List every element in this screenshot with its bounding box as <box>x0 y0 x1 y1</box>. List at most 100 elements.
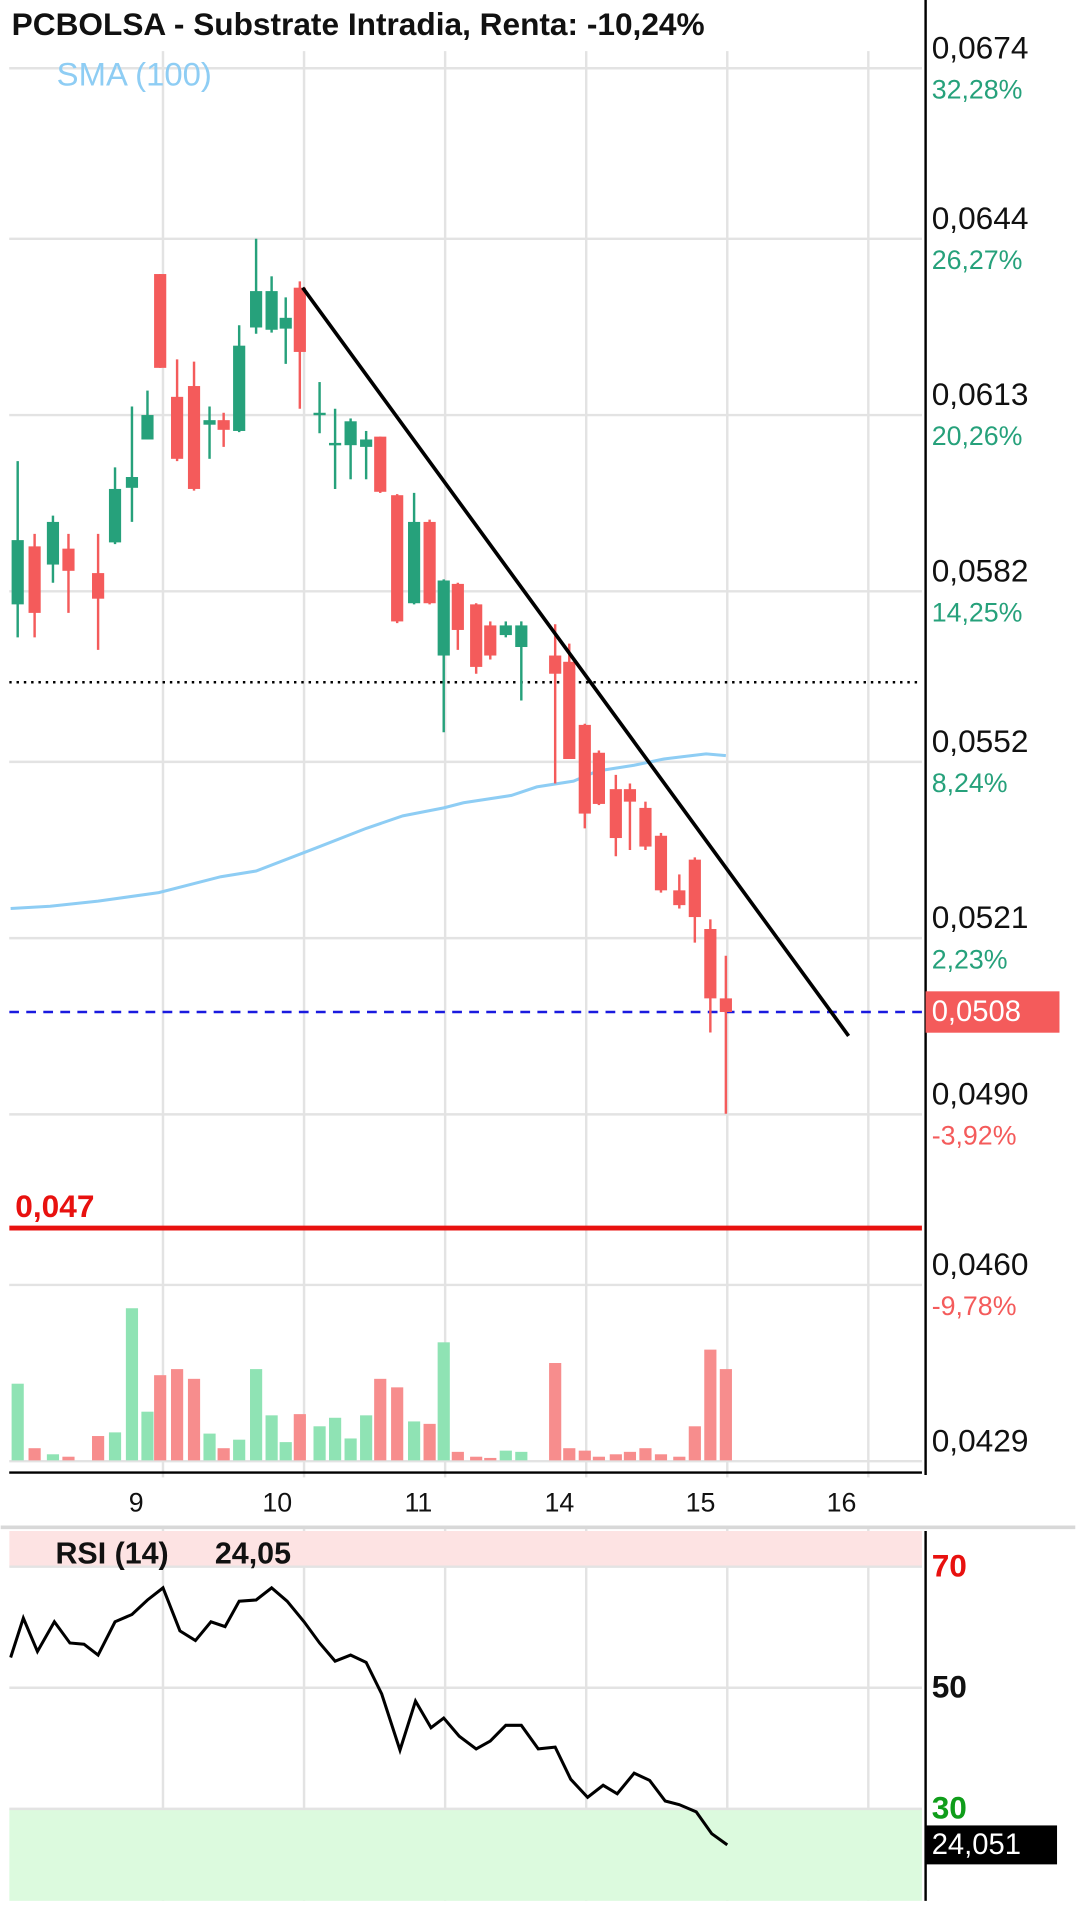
y-tick-label: 0,0552 <box>932 723 1029 759</box>
candle-body <box>688 859 701 918</box>
price-tag-label: 0,0508 <box>932 996 1021 1028</box>
x-tick-label: 10 <box>262 1487 292 1517</box>
legend-entry: SMA (100) <box>57 55 212 92</box>
chart-title: PCBOLSA - Substrate Intradia, Renta: -10… <box>12 6 705 42</box>
x-tick-label: 15 <box>686 1487 716 1517</box>
volume-bar <box>62 1456 75 1461</box>
x-tick-label: 9 <box>129 1487 144 1517</box>
candle-body <box>92 573 105 599</box>
volume-bar <box>28 1448 41 1461</box>
candle-body <box>329 442 342 446</box>
volume-bar <box>171 1369 184 1461</box>
volume-bar <box>374 1378 387 1461</box>
volume-bar <box>437 1342 450 1461</box>
candle-body <box>141 415 154 440</box>
volume-bar <box>329 1417 342 1461</box>
candle-body <box>344 421 357 446</box>
volume-bar <box>470 1456 483 1461</box>
candle-body <box>125 477 139 488</box>
volume-bar <box>187 1378 201 1461</box>
candle-body <box>250 291 263 328</box>
price-grid <box>9 0 922 1901</box>
volume-bar <box>578 1450 591 1461</box>
volume-bar <box>250 1369 263 1461</box>
rsi-tag <box>925 1825 1058 1865</box>
candle-body <box>563 661 576 760</box>
y-tick-label: 50 <box>932 1668 967 1704</box>
candle-body <box>203 420 216 425</box>
x-axis-band <box>0 1477 1076 1529</box>
y-tick-change: 20,26% <box>932 421 1023 451</box>
rsi-value: 24,05 <box>215 1536 291 1570</box>
candle-body <box>470 604 483 667</box>
price-tag <box>925 991 1060 1033</box>
candle-body <box>11 540 24 605</box>
candle-body <box>360 439 373 447</box>
volume-bar <box>654 1454 668 1461</box>
y-tick-label: 0,0490 <box>932 1075 1029 1111</box>
candle-body <box>28 546 41 613</box>
sma-line <box>10 752 726 911</box>
candle-body <box>639 807 652 847</box>
volume-bar <box>154 1375 167 1461</box>
volume-bar <box>293 1414 306 1461</box>
rsi-tag-label: 24,051 <box>932 1829 1021 1861</box>
candle-body <box>154 274 167 368</box>
candle-body <box>654 835 668 891</box>
volume-bar <box>688 1426 701 1461</box>
y-tick-label: 0,0521 <box>932 899 1029 935</box>
y-tick-change: -9,78% <box>932 1291 1017 1321</box>
volume-bar <box>92 1436 105 1461</box>
candle-body <box>515 625 528 648</box>
candle-body <box>484 625 497 656</box>
volume-bar <box>592 1456 605 1461</box>
volume-bar <box>719 1369 732 1461</box>
price-plot <box>9 238 922 1461</box>
candle-body <box>313 412 326 416</box>
volume-bar <box>217 1448 230 1461</box>
volume-bar <box>265 1415 278 1461</box>
rsi-line <box>9 1585 729 1847</box>
volume-bar <box>391 1387 404 1461</box>
volume-bar <box>704 1349 717 1461</box>
y-tick-change: 14,25% <box>932 597 1023 627</box>
volume-bar <box>46 1454 60 1461</box>
candle-body <box>293 287 306 352</box>
candle-body <box>623 789 637 802</box>
volume-bar <box>279 1442 292 1461</box>
oversold-band <box>9 1808 922 1901</box>
volume-bar <box>549 1363 562 1461</box>
rsi-title: RSI (14) <box>55 1536 168 1570</box>
y-tick-label: 0,0644 <box>932 200 1029 236</box>
volume-bar <box>515 1451 528 1461</box>
volume-bar <box>451 1451 464 1461</box>
volume-bar <box>408 1421 421 1461</box>
candle-body <box>719 998 732 1013</box>
candle-body <box>451 583 464 630</box>
y-tick-label: 0,0613 <box>932 376 1029 412</box>
volume-bar <box>141 1411 154 1461</box>
volume-bar <box>673 1456 686 1461</box>
volume-bar <box>623 1451 637 1461</box>
volume-bar <box>203 1433 216 1461</box>
volume-bar <box>639 1448 652 1461</box>
candle-body <box>62 548 75 571</box>
candle-body <box>374 436 387 492</box>
trendline <box>301 286 851 1037</box>
volume-bar <box>125 1308 139 1461</box>
candle-body <box>609 789 622 839</box>
candle-body <box>233 345 246 431</box>
volume-bar <box>360 1415 373 1461</box>
x-tick-label: 16 <box>827 1487 857 1517</box>
y-tick-label: 0,0582 <box>932 552 1029 588</box>
candle-body <box>171 396 184 459</box>
volume-bar <box>484 1457 497 1461</box>
y-tick-label: 0,0429 <box>932 1422 1029 1458</box>
volume-bar <box>344 1438 357 1461</box>
rsi-plot <box>9 1530 922 1901</box>
y-tick-change: -3,92% <box>932 1121 1017 1151</box>
